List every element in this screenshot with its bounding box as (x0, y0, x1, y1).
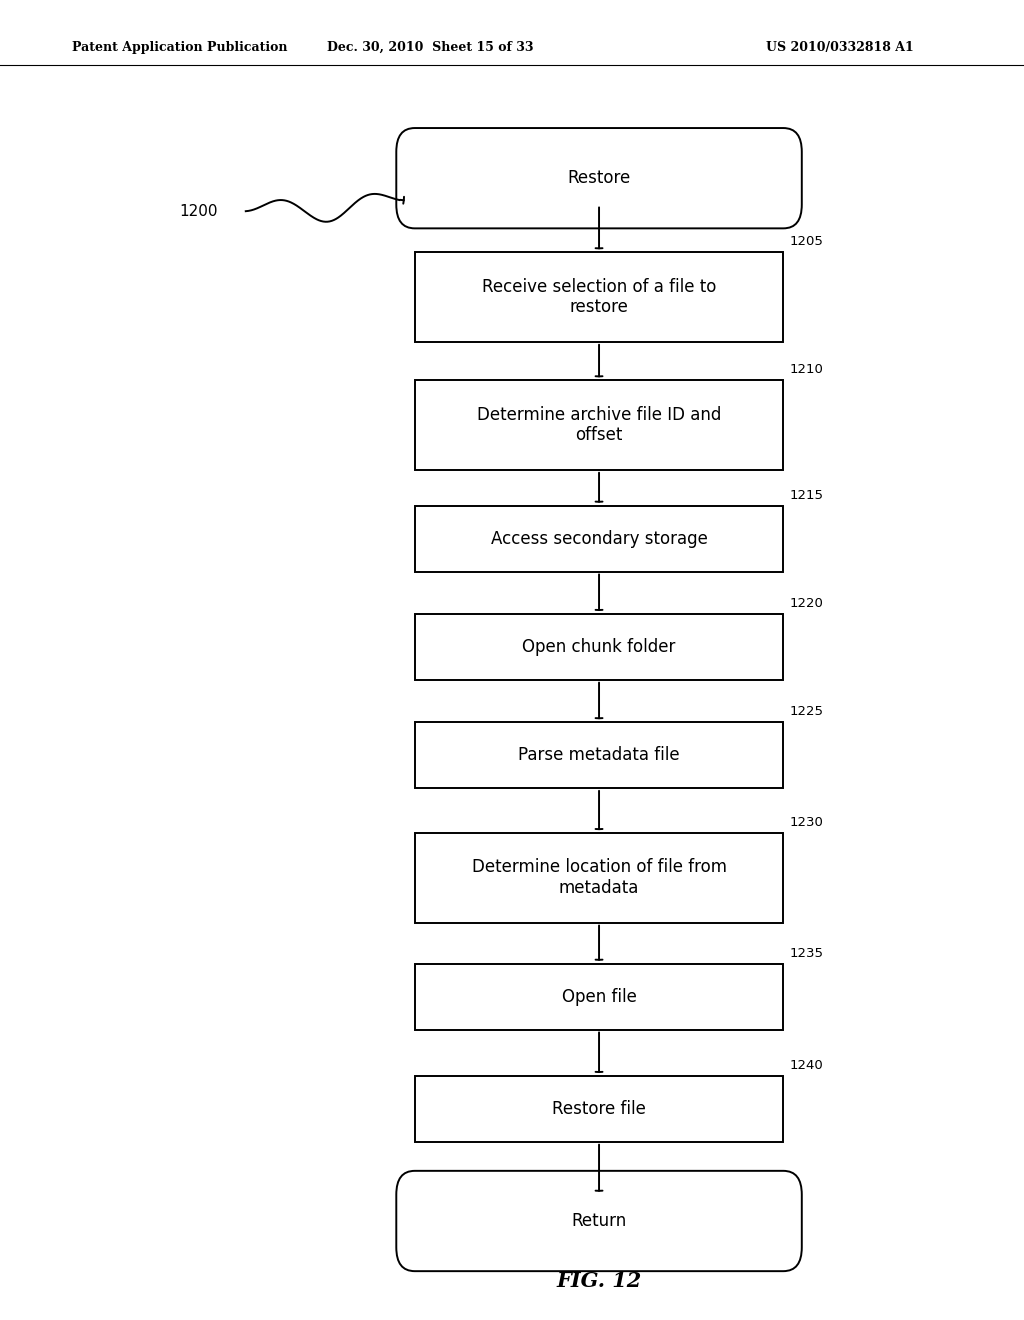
Text: US 2010/0332818 A1: US 2010/0332818 A1 (766, 41, 913, 54)
Text: Receive selection of a file to
restore: Receive selection of a file to restore (482, 277, 716, 317)
Bar (415, 722, 783, 788)
Bar (415, 1076, 783, 1142)
Text: 1240: 1240 (790, 1059, 823, 1072)
Text: 1215: 1215 (790, 488, 823, 502)
Bar (415, 614, 783, 680)
Text: 1230: 1230 (790, 816, 823, 829)
Text: 1200: 1200 (179, 203, 218, 219)
Text: 1235: 1235 (790, 946, 823, 960)
Text: Restore: Restore (567, 169, 631, 187)
Text: Parse metadata file: Parse metadata file (518, 746, 680, 764)
Bar (415, 506, 783, 572)
Text: Access secondary storage: Access secondary storage (490, 529, 708, 548)
Bar (415, 964, 783, 1030)
FancyBboxPatch shape (396, 128, 802, 228)
Text: FIG. 12: FIG. 12 (556, 1271, 642, 1291)
Text: 1205: 1205 (790, 235, 823, 248)
Text: Open file: Open file (561, 987, 637, 1006)
Text: Open chunk folder: Open chunk folder (522, 638, 676, 656)
Text: Dec. 30, 2010  Sheet 15 of 33: Dec. 30, 2010 Sheet 15 of 33 (327, 41, 534, 54)
Text: Determine archive file ID and
offset: Determine archive file ID and offset (477, 405, 721, 445)
Text: Determine location of file from
metadata: Determine location of file from metadata (471, 858, 727, 898)
Text: 1225: 1225 (790, 705, 823, 718)
Bar (415, 833, 783, 923)
Text: Return: Return (571, 1212, 627, 1230)
Bar (415, 380, 783, 470)
Text: Patent Application Publication: Patent Application Publication (72, 41, 287, 54)
Bar (415, 252, 783, 342)
Text: 1210: 1210 (790, 363, 823, 376)
Text: 1220: 1220 (790, 597, 823, 610)
Text: Restore file: Restore file (552, 1100, 646, 1118)
FancyBboxPatch shape (396, 1171, 802, 1271)
